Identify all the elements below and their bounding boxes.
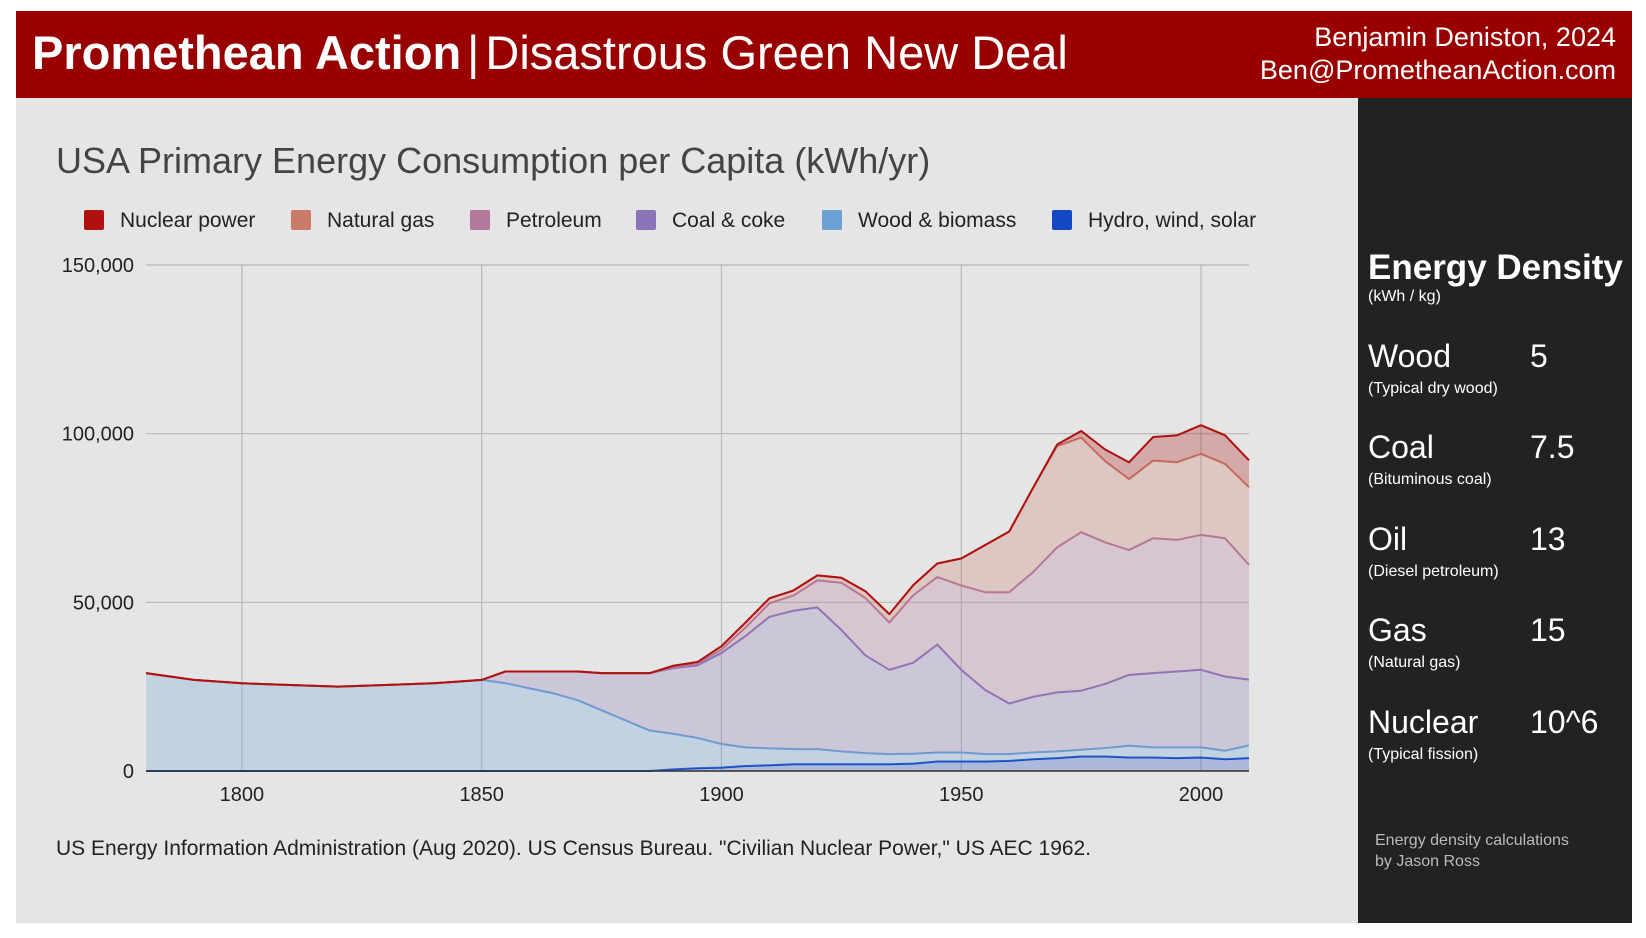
chart-axes: 0 50,000 100,000 150,000 1800 1850 1900 1950 200… [62, 255, 1249, 806]
density-credit: Energy density calculations by Jason Ros… [1375, 830, 1569, 872]
energy-density-panel: Energy Density (kWh / kg) Wood 5 (Typica… [1358, 98, 1632, 923]
density-note: (Typical dry wood) [1368, 380, 1498, 397]
area-coal-coke [146, 607, 1249, 755]
header-subtitle: Disastrous Green New Deal [485, 26, 1068, 79]
area-natural-gas [146, 437, 1249, 687]
density-note: (Natural gas) [1368, 654, 1461, 671]
legend-swatch [84, 210, 104, 230]
y-tick-label: 50,000 [73, 592, 134, 614]
legend-item-nuclear-power[interactable]: Nuclear power [84, 209, 255, 232]
legend-label: Hydro, wind, solar [1088, 209, 1256, 232]
legend-label: Petroleum [506, 209, 602, 232]
legend-swatch [636, 210, 656, 230]
area-wood-biomass [146, 673, 1249, 771]
y-tick-label: 0 [123, 761, 134, 783]
line-nuclear-power [145, 424, 1250, 688]
source-citation: US Energy Information Administration (Au… [56, 837, 1091, 860]
chart-areas [145, 424, 1250, 772]
area-hydro-wind-solar [146, 756, 1249, 771]
y-tick-label: 150,000 [62, 255, 134, 277]
legend-swatch [822, 210, 842, 230]
density-name: Oil [1368, 521, 1408, 557]
density-value: 7.5 [1530, 429, 1575, 465]
slide-frame: Promethean Action | Disastrous Green New D… [16, 11, 1632, 923]
legend-swatch [470, 210, 490, 230]
x-tick-label: 1950 [939, 784, 984, 806]
energy-density-title: Energy Density [1368, 248, 1623, 287]
header-bar: Promethean Action | Disastrous Green New D… [16, 11, 1632, 98]
legend-label: Wood & biomass [858, 209, 1016, 232]
author-name: Benjamin Deniston, 2024 [1314, 22, 1616, 52]
legend-item-natural-gas[interactable]: Natural gas [291, 209, 434, 232]
density-value: 10^6 [1530, 704, 1599, 740]
legend-swatch [1052, 210, 1072, 230]
brand-name: Promethean Action [32, 26, 462, 79]
density-name: Nuclear [1368, 704, 1479, 740]
energy-chart: USA Primary Energy Consumption per Capit… [56, 140, 1256, 860]
credit-line-1: Energy density calculations [1375, 832, 1569, 849]
header-separator: | [467, 26, 480, 79]
plot-area: USA Primary Energy Consumption per Capit… [16, 98, 1358, 923]
legend-swatch [291, 210, 311, 230]
header-title: Promethean Action | Disastrous Green New D… [32, 25, 1068, 81]
density-name: Gas [1368, 612, 1427, 648]
density-value: 15 [1530, 612, 1566, 648]
legend-item-coal-coke[interactable]: Coal & coke [636, 209, 785, 232]
energy-density-unit: (kWh / kg) [1368, 288, 1441, 305]
legend-item-hydro-wind-solar[interactable]: Hydro, wind, solar [1052, 209, 1256, 232]
author-block: Benjamin Deniston, 2024 Ben@PrometheanAc… [1260, 21, 1616, 87]
x-tick-label: 1800 [220, 784, 265, 806]
legend-label: Natural gas [327, 209, 434, 232]
density-name: Coal [1368, 429, 1434, 465]
x-tick-label: 1900 [699, 784, 744, 806]
density-value: 5 [1530, 338, 1548, 374]
density-value: 13 [1530, 521, 1566, 557]
legend-label: Nuclear power [120, 209, 255, 232]
area-petroleum [146, 532, 1249, 704]
density-note: (Typical fission) [1368, 746, 1479, 763]
legend-label: Coal & coke [672, 209, 785, 232]
legend-item-petroleum[interactable]: Petroleum [470, 209, 602, 232]
author-email[interactable]: Ben@PrometheanAction.com [1259, 55, 1616, 85]
legend-item-wood-biomass[interactable]: Wood & biomass [822, 209, 1016, 232]
x-tick-label: 1850 [459, 784, 504, 806]
x-tick-label: 2000 [1179, 784, 1224, 806]
chart-title: USA Primary Energy Consumption per Capit… [56, 140, 930, 181]
chart-legend: Nuclear power Natural gas Petroleum Coal & … [84, 209, 1256, 232]
density-note: (Bituminous coal) [1368, 471, 1492, 488]
credit-line-2: by Jason Ross [1375, 853, 1480, 870]
density-note: (Diesel petroleum) [1368, 563, 1499, 580]
y-tick-label: 100,000 [62, 424, 134, 446]
density-name: Wood [1368, 338, 1452, 374]
